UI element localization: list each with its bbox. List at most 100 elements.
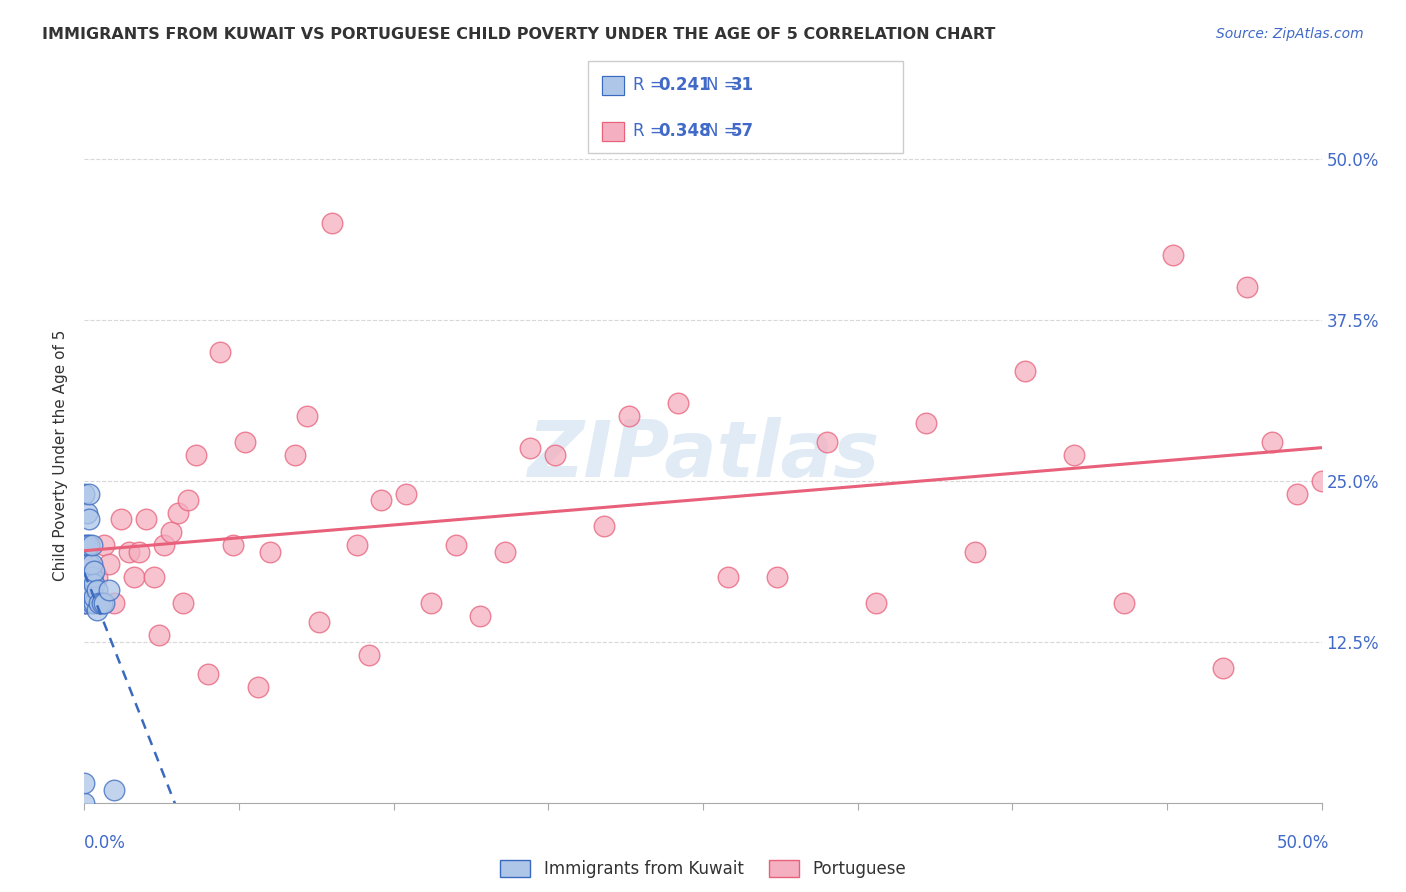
Point bbox=[177, 493, 200, 508]
Text: 0.241: 0.241 bbox=[658, 76, 710, 94]
Point bbox=[1112, 596, 1135, 610]
Point bbox=[1063, 448, 1085, 462]
Text: Source: ZipAtlas.com: Source: ZipAtlas.com bbox=[1216, 27, 1364, 41]
Point bbox=[110, 512, 132, 526]
Point bbox=[197, 667, 219, 681]
Point bbox=[98, 583, 121, 598]
Point bbox=[80, 596, 103, 610]
Point bbox=[93, 596, 115, 610]
Point bbox=[259, 544, 281, 558]
Text: N =: N = bbox=[706, 122, 742, 140]
Point bbox=[76, 570, 98, 584]
Point bbox=[246, 680, 269, 694]
Point bbox=[80, 570, 103, 584]
Point bbox=[79, 512, 101, 526]
Point bbox=[1285, 486, 1308, 500]
Text: R =: R = bbox=[633, 76, 669, 94]
Point bbox=[86, 602, 108, 616]
Point bbox=[666, 396, 689, 410]
Point bbox=[470, 609, 492, 624]
Point bbox=[233, 435, 256, 450]
Point bbox=[135, 512, 157, 526]
Point bbox=[543, 448, 565, 462]
Point bbox=[86, 570, 108, 584]
Legend: Immigrants from Kuwait, Portuguese: Immigrants from Kuwait, Portuguese bbox=[494, 854, 912, 885]
Point bbox=[148, 628, 170, 642]
Point bbox=[184, 448, 207, 462]
Point bbox=[321, 216, 343, 230]
Point bbox=[73, 796, 96, 810]
Point bbox=[444, 538, 467, 552]
Point bbox=[80, 538, 103, 552]
Y-axis label: Child Poverty Under the Age of 5: Child Poverty Under the Age of 5 bbox=[53, 329, 69, 581]
Point bbox=[83, 576, 105, 591]
Point bbox=[118, 544, 141, 558]
Text: IMMIGRANTS FROM KUWAIT VS PORTUGUESE CHILD POVERTY UNDER THE AGE OF 5 CORRELATIO: IMMIGRANTS FROM KUWAIT VS PORTUGUESE CHI… bbox=[42, 27, 995, 42]
Point bbox=[419, 596, 441, 610]
Point bbox=[1261, 435, 1284, 450]
Point bbox=[128, 544, 150, 558]
Point bbox=[80, 558, 103, 572]
Point bbox=[73, 596, 96, 610]
Point bbox=[815, 435, 838, 450]
Text: ZIPatlas: ZIPatlas bbox=[527, 417, 879, 493]
Text: 50.0%: 50.0% bbox=[1277, 834, 1329, 852]
Point bbox=[965, 544, 987, 558]
Point bbox=[73, 486, 96, 500]
Point bbox=[89, 596, 111, 610]
Point bbox=[103, 596, 125, 610]
Point bbox=[86, 583, 108, 598]
Point bbox=[83, 596, 105, 610]
Point bbox=[766, 570, 789, 584]
Point bbox=[93, 538, 115, 552]
Point bbox=[617, 409, 640, 424]
Text: N =: N = bbox=[706, 76, 742, 94]
Point bbox=[79, 558, 101, 572]
Point bbox=[79, 486, 101, 500]
Point bbox=[395, 486, 418, 500]
Point bbox=[76, 538, 98, 552]
Point bbox=[83, 564, 105, 578]
Point bbox=[865, 596, 887, 610]
Point bbox=[370, 493, 392, 508]
Point bbox=[73, 776, 96, 790]
Point bbox=[73, 558, 96, 572]
Point bbox=[90, 596, 112, 610]
Text: 0.0%: 0.0% bbox=[84, 834, 127, 852]
Text: 31: 31 bbox=[731, 76, 754, 94]
Point bbox=[122, 570, 145, 584]
Point bbox=[357, 648, 380, 662]
Point bbox=[593, 518, 616, 533]
Point bbox=[914, 416, 936, 430]
Point bbox=[295, 409, 318, 424]
Point bbox=[1161, 248, 1184, 262]
Point bbox=[80, 583, 103, 598]
Point bbox=[167, 506, 190, 520]
Point bbox=[284, 448, 307, 462]
Point bbox=[79, 590, 101, 604]
Text: R =: R = bbox=[633, 122, 669, 140]
Point bbox=[346, 538, 368, 552]
Point bbox=[519, 442, 541, 456]
Point bbox=[76, 506, 98, 520]
Point bbox=[1212, 660, 1234, 674]
Point bbox=[222, 538, 245, 552]
Point bbox=[717, 570, 740, 584]
Text: 57: 57 bbox=[731, 122, 754, 140]
Point bbox=[1310, 474, 1333, 488]
Point bbox=[209, 344, 232, 359]
Point bbox=[172, 596, 194, 610]
Point bbox=[98, 558, 121, 572]
Point bbox=[160, 525, 183, 540]
Point bbox=[103, 783, 125, 797]
Point bbox=[79, 570, 101, 584]
Point bbox=[308, 615, 330, 630]
Point bbox=[152, 538, 174, 552]
Point bbox=[1236, 280, 1258, 294]
Text: 0.348: 0.348 bbox=[658, 122, 710, 140]
Point bbox=[142, 570, 165, 584]
Point bbox=[1014, 364, 1036, 378]
Point bbox=[494, 544, 516, 558]
Point bbox=[73, 538, 96, 552]
Point bbox=[83, 590, 105, 604]
